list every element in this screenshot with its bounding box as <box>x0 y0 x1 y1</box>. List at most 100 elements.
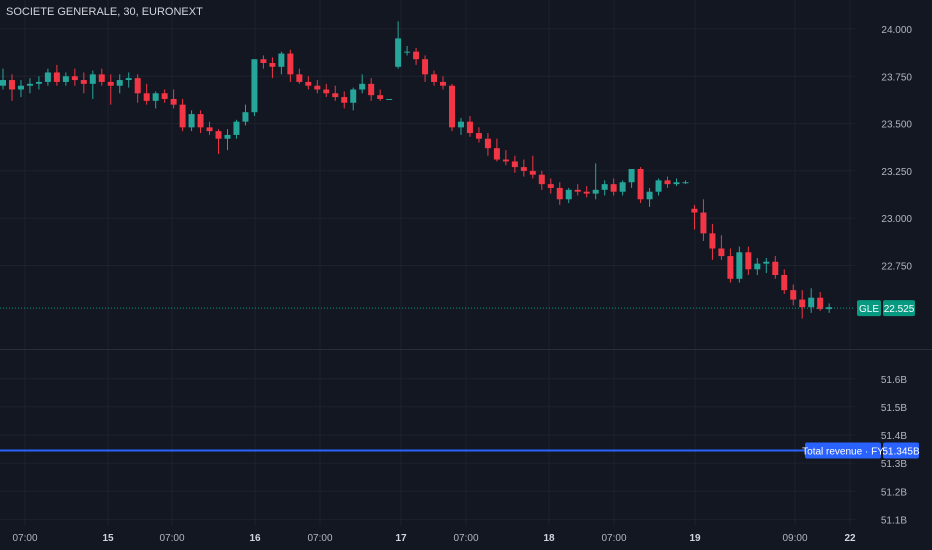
time-axis[interactable]: 07:00 15 07:00 16 07:00 17 07:00 18 07:00 19 09:00… <box>12 533 856 544</box>
candle-body-up <box>457 121 464 128</box>
time-axis-tick-label: 09:00 <box>782 533 807 544</box>
candle-body-up <box>359 83 366 90</box>
candle-body-down <box>511 161 518 168</box>
candle-body-down <box>709 233 716 249</box>
candle-body-up <box>26 83 33 86</box>
candle-body-down <box>260 59 267 63</box>
time-axis-tick-label: 16 <box>249 533 261 544</box>
time-axis-tick-label: 07:00 <box>159 533 184 544</box>
candle-body-down <box>440 81 447 86</box>
candle-body-down <box>341 97 348 103</box>
candle-body-down <box>422 59 429 75</box>
grid-lines <box>0 0 932 526</box>
price-axis-tick-label: 23.000 <box>881 214 912 225</box>
candle-body-down <box>718 248 725 257</box>
candle-body-up <box>682 182 689 184</box>
candle-body-down <box>449 85 455 128</box>
candle-body-down <box>305 81 312 86</box>
price-axis-tick-label: 23.250 <box>881 167 912 178</box>
candle-body-up <box>116 80 123 86</box>
candle-body-down <box>80 80 87 84</box>
candle-body-up <box>224 134 231 139</box>
candle-body-down <box>368 83 375 96</box>
candle-body-down <box>170 98 177 105</box>
candle-body-down <box>484 138 491 149</box>
candle-body-down <box>799 299 806 308</box>
candle-body-up <box>350 89 357 103</box>
candle-body-up <box>736 252 743 279</box>
candle-body-up <box>89 74 96 84</box>
candle-body-down <box>197 114 204 128</box>
candle-body-down <box>53 72 60 82</box>
candle-body-up <box>646 191 653 200</box>
candle-body-up <box>242 112 249 122</box>
candle-body-down <box>727 256 734 279</box>
time-axis-tick-label: 07:00 <box>453 533 478 544</box>
candle-body-up <box>125 78 132 81</box>
candle-body-up <box>565 189 572 200</box>
symbol-badge-text: GLE <box>859 304 879 315</box>
candle-body-down <box>493 148 500 160</box>
candle-body-up <box>673 182 680 185</box>
candle-body-down <box>502 159 509 162</box>
revenue-axis-tick-label: 51.1B <box>881 515 907 526</box>
candle-body-up <box>44 72 51 82</box>
time-axis-tick-label: 15 <box>102 533 114 544</box>
candle-body-down <box>781 275 788 291</box>
candle-body-down <box>206 127 213 132</box>
price-axis[interactable]: 24.000 23.750 23.500 23.250 23.000 22.750 <box>881 25 912 273</box>
price-axis-tick-label: 22.750 <box>881 262 912 273</box>
revenue-axis-tick-label: 51.4B <box>881 431 907 442</box>
candle-body-down <box>691 208 698 213</box>
revenue-series-name: Total revenue · FY <box>802 446 884 457</box>
candle-body-up <box>619 182 626 192</box>
candle-body-down <box>377 95 384 99</box>
candle-body-down <box>161 93 168 99</box>
time-axis-tick-label: 22 <box>844 533 856 544</box>
price-axis-tick-label: 23.500 <box>881 120 912 131</box>
symbol-title[interactable]: SOCIETE GENERALE, 30, EURONEXT <box>6 6 203 18</box>
last-price-badge <box>883 300 915 317</box>
revenue-axis[interactable]: 51.6B 51.5B 51.4B 51.3B 51.2B 51.1B <box>881 375 907 527</box>
candle-body-up <box>386 98 393 100</box>
candle-body-down <box>179 104 186 128</box>
revenue-value-badge <box>883 442 919 459</box>
candle-body-up <box>404 51 411 53</box>
last-price-value: 22.525 <box>884 304 915 315</box>
candle-body-up <box>278 53 285 67</box>
candle-body-up <box>0 80 6 86</box>
candlestick-series <box>0 21 833 319</box>
candle-body-down <box>332 93 339 98</box>
candle-body-down <box>520 167 527 171</box>
candle-body-down <box>215 131 222 139</box>
candle-body-up <box>233 121 240 135</box>
candle-body-up <box>62 76 69 82</box>
time-axis-tick-label: 07:00 <box>12 533 37 544</box>
candle-body-down <box>610 184 617 192</box>
candle-body-down <box>71 76 78 81</box>
candle-body-down <box>107 81 114 86</box>
candle-body-down <box>745 252 752 270</box>
candle-body-down <box>547 184 554 188</box>
candle-body-up <box>35 81 42 84</box>
candle-body-up <box>655 180 662 192</box>
candle-body-down <box>431 74 438 82</box>
candle-body-down <box>296 74 303 82</box>
candle-body-down <box>8 80 15 90</box>
candle-body-down <box>475 133 482 139</box>
revenue-value: 51.345B <box>882 446 920 457</box>
candle-body-down <box>314 85 321 90</box>
candle-body-up <box>763 261 770 264</box>
candle-body-down <box>98 74 105 82</box>
candle-body-down <box>583 191 590 194</box>
price-lines <box>0 307 855 452</box>
candle-body-down <box>134 78 141 94</box>
candle-body-up <box>592 189 599 194</box>
candle-body-up <box>152 93 159 101</box>
candle-body-down <box>817 297 824 310</box>
candle-body-down <box>269 63 276 67</box>
candle-body-up <box>395 38 402 67</box>
candle-body-down <box>323 89 330 94</box>
